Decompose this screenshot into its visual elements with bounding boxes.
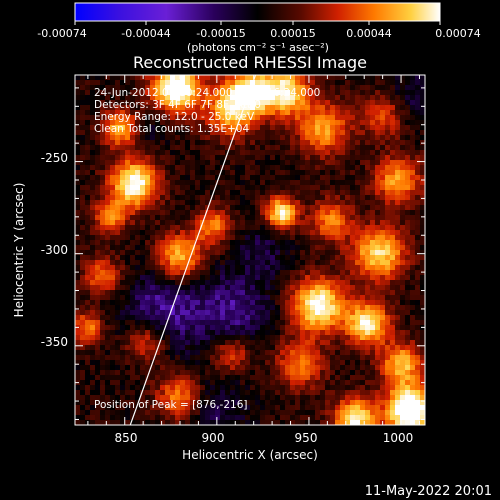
peak-position-label: Position of Peak = [876,-216] [94, 399, 248, 411]
colorbar-tick-label: 0.00015 [270, 27, 316, 40]
info-line-detectors: Detectors: 3F 4F 6F 7F 8F, Att 0 [94, 99, 261, 111]
colorbar-unit-label: (photons cm⁻² s⁻¹ asec⁻²) [187, 41, 329, 54]
y-tick-label: -300 [41, 243, 68, 257]
observation-info: 24-Jun-2012 01:10:24.000 to 01:16:24.000… [94, 87, 320, 411]
colorbar-tick-label: -0.00074 [37, 27, 86, 40]
plot-frame [74, 74, 426, 426]
x-tick-label: 900 [202, 431, 225, 445]
x-axis-label: Heliocentric X (arcsec) [182, 448, 318, 462]
y-tick-label: -350 [41, 335, 68, 349]
solar-limb-line [129, 75, 257, 425]
colorbar: -0.00074 -0.00044 -0.00015 0.00015 0.000… [37, 2, 481, 54]
colorbar-gradient [74, 2, 441, 22]
x-tick-label: 850 [115, 431, 138, 445]
x-tick-label: 1000 [383, 431, 414, 445]
info-line-counts: Clean Total counts: 1.35E+04 [94, 123, 249, 135]
axis-ticks [75, 75, 425, 425]
info-line-energy: Energy Range: 12.0 - 25.0 keV [94, 111, 255, 123]
timestamp: 11-May-2022 20:01 [365, 484, 492, 499]
x-tick-label: 950 [295, 431, 318, 445]
info-line-time: 24-Jun-2012 01:10:24.000 to 01:16:24.000 [94, 87, 320, 99]
rhessi-image [75, 75, 425, 425]
plot-title: Reconstructed RHESSI Image [133, 53, 367, 72]
colorbar-tick-label: 0.00074 [435, 27, 481, 40]
colorbar-tick-label: -0.00015 [196, 27, 245, 40]
y-tick-label: -250 [41, 151, 68, 165]
y-axis-label: Heliocentric Y (arcsec) [12, 183, 26, 318]
colorbar-tick-label: -0.00044 [121, 27, 170, 40]
colorbar-tick-label: 0.00044 [346, 27, 392, 40]
